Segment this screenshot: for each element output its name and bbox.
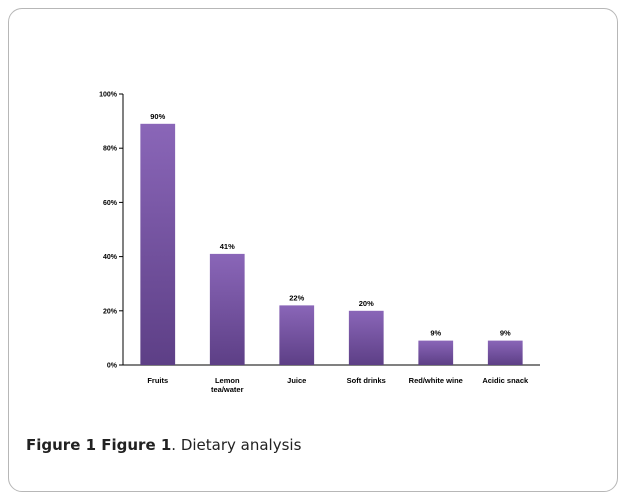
x-category-label: Acidic snack <box>482 376 529 385</box>
y-tick-label: 20% <box>103 308 118 315</box>
y-tick-label: 60% <box>103 200 118 207</box>
y-tick-label: 100% <box>99 92 118 99</box>
caption-figure-number: Figure 1 Figure 1 <box>26 436 172 454</box>
bar <box>348 310 384 365</box>
x-category-label: Red/white wine <box>409 376 463 385</box>
bar <box>487 340 523 365</box>
bar-data-label: 9% <box>500 329 511 338</box>
figure-card <box>8 8 618 492</box>
bar <box>209 253 245 365</box>
x-category-label: Lemon tea/water <box>211 376 244 394</box>
figure-caption: Figure 1 Figure 1. Dietary analysis <box>26 436 606 454</box>
y-ticks: 0% 20% 40% 60% 80% 100% <box>99 92 123 370</box>
bar-data-label: 9% <box>430 329 441 338</box>
bars <box>140 123 523 365</box>
x-category-label: Soft drinks <box>347 376 386 385</box>
y-tick-label: 0% <box>107 363 118 370</box>
x-category-label: Fruits <box>147 376 168 385</box>
bar-data-label: 41% <box>220 242 235 251</box>
bar <box>279 305 315 365</box>
bar-data-label: 90% <box>150 112 165 121</box>
bar <box>418 340 454 365</box>
x-category-label: Juice <box>287 376 306 385</box>
y-tick-label: 40% <box>103 254 118 261</box>
bar <box>140 123 176 365</box>
y-tick-label: 80% <box>103 146 118 153</box>
chart-axes <box>122 94 540 366</box>
caption-text: . Dietary analysis <box>171 436 302 454</box>
bar-data-label: 20% <box>359 299 374 308</box>
data-labels: 90% 41% 22% 20% 9% 9% <box>150 112 511 338</box>
bar-data-label: 22% <box>289 293 304 302</box>
category-labels: Fruits Lemon tea/water Juice Soft drinks Red/… <box>147 376 529 394</box>
